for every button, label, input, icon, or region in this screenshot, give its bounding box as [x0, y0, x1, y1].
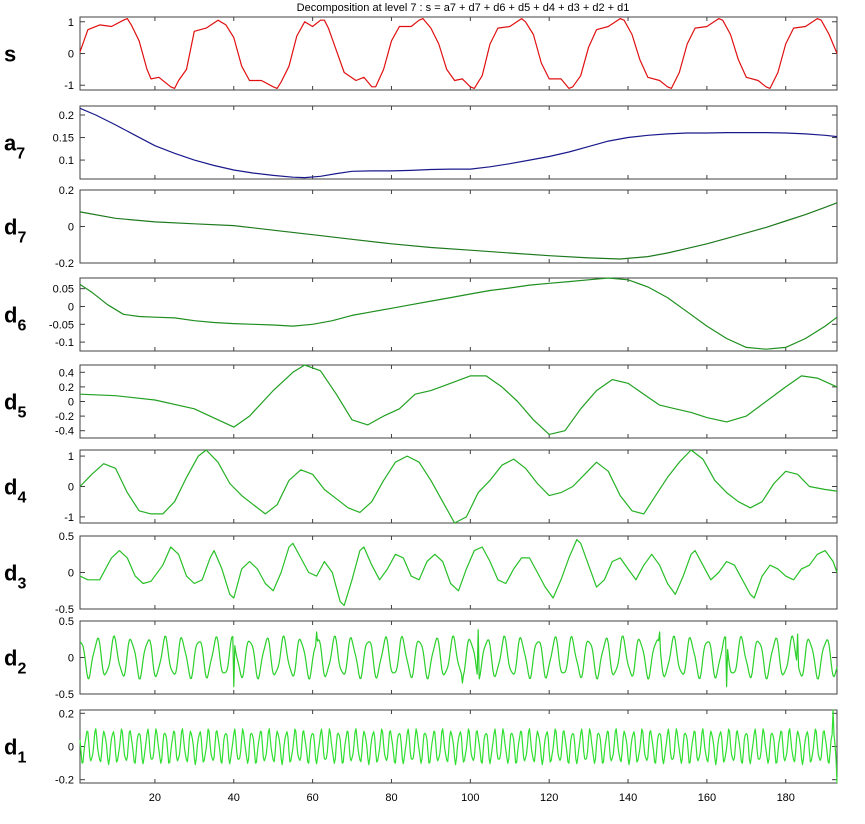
row-label-main-d7: d — [4, 215, 17, 240]
row-label-d2: d2 — [4, 646, 26, 678]
series-line-d3 — [79, 539, 838, 606]
ytick-label-d6-1: -0.05 — [49, 319, 74, 331]
xtick-label-7: 160 — [698, 792, 716, 804]
row-label-main-d5: d — [4, 390, 17, 415]
x-axis: 20 40 60 80 100 120 140 160 180 — [149, 792, 795, 804]
axes-box-d2 — [79, 620, 838, 695]
row-label-main-s: s — [4, 42, 16, 67]
ytick-label-a7-0: 0.1 — [59, 155, 74, 167]
ytick-label-d2-1: 0 — [68, 653, 74, 665]
series-line-d5 — [79, 364, 838, 435]
series-line-d7 — [79, 202, 838, 260]
axes-box-d5 — [79, 364, 838, 439]
row-label-sub-d6: 6 — [17, 318, 26, 335]
panel-a7: 0.1 0.15 0.2 a7 — [4, 105, 838, 180]
row-label-d1: d1 — [4, 735, 26, 767]
row-label-sub-d2: 2 — [17, 661, 26, 678]
panel-d1: -0.2 0 0.2 d1 — [4, 708, 838, 787]
ytick-label-d1-2: 0.2 — [59, 708, 74, 720]
ytick-label-d4-0: -1 — [64, 512, 74, 524]
series-line-d2 — [79, 629, 838, 688]
panel-d3: -0.5 0 0.5 d3 — [4, 531, 838, 616]
panel-d7: -0.2 0 0.2 d7 — [4, 185, 838, 270]
ytick-label-a7-1: 0.15 — [53, 133, 74, 145]
ytick-label-d7-2: 0.2 — [59, 185, 74, 197]
row-label-sub-d7: 7 — [17, 230, 26, 247]
series-line-a7 — [79, 107, 838, 179]
row-label-s: s — [4, 42, 16, 67]
ytick-label-a7-2: 0.2 — [59, 110, 74, 122]
row-label-sub-a7: 7 — [16, 146, 25, 163]
xtick-label-8: 180 — [777, 792, 795, 804]
ytick-label-d6-2: 0 — [68, 301, 74, 313]
panel-d5: -0.4 -0.2 0 0.2 0.4 d5 — [4, 364, 838, 439]
xtick-label-3: 80 — [385, 792, 397, 804]
xtick-label-0: 20 — [149, 792, 161, 804]
ytick-label-d4-1: 0 — [68, 482, 74, 494]
ytick-label-d6-0: -0.1 — [55, 337, 74, 349]
ytick-label-d5-1: -0.2 — [55, 411, 74, 423]
row-label-main-d3: d — [4, 561, 17, 586]
series-line-d4 — [79, 449, 838, 524]
row-label-d5: d5 — [4, 390, 26, 422]
panel-d2: -0.5 0 0.5 d2 — [4, 616, 838, 701]
xtick-label-2: 60 — [306, 792, 318, 804]
ytick-label-d3-1: 0 — [68, 568, 74, 580]
row-label-sub-d5: 5 — [17, 405, 26, 422]
ytick-label-d3-0: -0.5 — [55, 604, 74, 616]
ytick-label-d1-0: -0.2 — [55, 775, 74, 787]
panel-d6: -0.1 -0.05 0 0.05 d6 — [4, 277, 838, 352]
series-line-d6 — [79, 277, 838, 350]
row-label-main-d4: d — [4, 475, 17, 500]
ytick-label-s-1: 0 — [68, 49, 74, 61]
row-label-d6: d6 — [4, 303, 26, 335]
xtick-label-4: 100 — [461, 792, 479, 804]
row-label-sub-d4: 4 — [17, 490, 26, 507]
ytick-label-d3-2: 0.5 — [59, 531, 74, 543]
ytick-label-d2-2: 0.5 — [59, 616, 74, 628]
series-line-d1 — [79, 709, 838, 784]
ytick-label-d5-3: 0.2 — [59, 382, 74, 394]
row-label-d3: d3 — [4, 561, 26, 593]
ytick-label-d2-0: -0.5 — [55, 689, 74, 701]
axes-box-d7 — [79, 189, 838, 264]
row-label-main-d6: d — [4, 303, 17, 328]
ytick-label-s-2: 1 — [68, 17, 74, 29]
panel-s: -1 0 1 s — [4, 16, 838, 92]
row-label-main-d1: d — [4, 735, 17, 760]
ytick-label-d4-2: 1 — [68, 451, 74, 463]
ytick-label-d7-1: 0 — [68, 222, 74, 234]
row-label-a7: a7 — [4, 131, 25, 163]
row-label-main-d2: d — [4, 646, 17, 671]
axes-box-s — [79, 16, 838, 91]
xtick-label-5: 120 — [540, 792, 558, 804]
ytick-label-s-0: -1 — [64, 80, 74, 92]
series-line-s — [79, 18, 838, 89]
ytick-label-d7-0: -0.2 — [55, 258, 74, 270]
row-label-sub-d1: 1 — [17, 750, 26, 767]
axes-box-d3 — [79, 535, 838, 610]
axes-box-d4 — [79, 449, 838, 524]
figure-title: Decomposition at level 7 : s = a7 + d7 +… — [297, 2, 630, 14]
ytick-label-d1-1: 0 — [68, 742, 74, 754]
panels-group: -101s0.10.150.2a7-0.200.2d7-0.1-0.0500.0… — [4, 16, 838, 787]
axes-box-a7 — [79, 105, 838, 180]
ytick-label-d5-2: 0 — [68, 397, 74, 409]
ytick-label-d5-0: -0.4 — [55, 426, 74, 438]
axes-box-d6 — [79, 277, 838, 352]
xtick-label-1: 40 — [228, 792, 240, 804]
ytick-label-d5-4: 0.4 — [59, 367, 74, 379]
xtick-label-6: 140 — [619, 792, 637, 804]
row-label-d4: d4 — [4, 475, 26, 507]
row-label-main-a7: a — [4, 131, 17, 156]
row-label-sub-d3: 3 — [17, 576, 26, 593]
ytick-label-d6-3: 0.05 — [53, 284, 74, 296]
panel-d4: -1 0 1 d4 — [4, 449, 838, 524]
row-label-d7: d7 — [4, 215, 26, 247]
